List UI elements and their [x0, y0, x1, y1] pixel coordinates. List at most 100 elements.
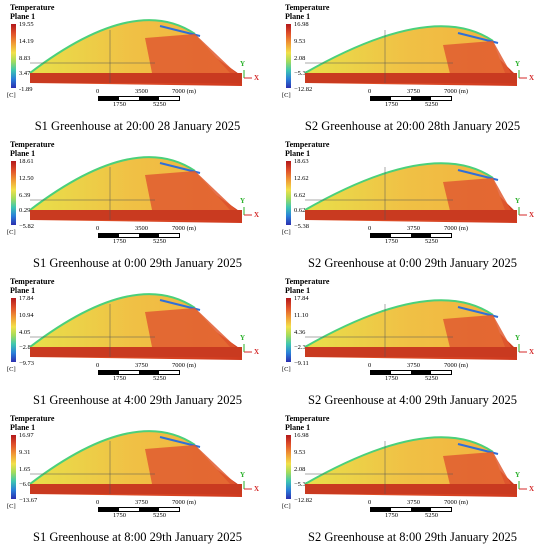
axis-y-label: Y — [240, 334, 246, 342]
color-bar — [11, 161, 16, 225]
ground-section — [30, 210, 242, 220]
scale-label: 0 — [368, 499, 372, 506]
colorbar-tick-label: 14.19 — [19, 38, 34, 45]
color-bar — [286, 435, 291, 499]
scale-bar — [98, 507, 180, 512]
colorbar-tick-label: 12.62 — [294, 175, 309, 182]
scale-bar — [370, 507, 452, 512]
color-bar — [286, 161, 291, 225]
simulation-panel: Temperature Plane 1 19.55 14.19 8.83 3.4… — [0, 0, 275, 137]
colorbar-tick-label: −5.37 — [294, 70, 310, 77]
colorbar-tick-label: 9.31 — [19, 449, 31, 456]
roof-film — [29, 156, 196, 211]
scale-label: 1750 — [113, 375, 126, 382]
unit-label: [C] — [7, 92, 16, 99]
scale-label: 0 — [96, 225, 100, 232]
colorbar-tick-label: −13.67 — [19, 497, 38, 504]
scale-bar — [98, 370, 180, 375]
scale-label: 3750 — [407, 88, 420, 95]
axis-x-label: X — [254, 211, 260, 219]
colorbar-tick-label: 18.61 — [19, 158, 34, 165]
scale-label: 3750 — [407, 225, 420, 232]
scale-label: 1750 — [113, 101, 126, 108]
colorbar-tick-label: 16.98 — [294, 21, 309, 28]
ground-section — [305, 347, 517, 357]
unit-label: [C] — [282, 503, 291, 510]
north-wall — [443, 178, 511, 215]
colorbar-tick-label: −12.82 — [294, 86, 313, 93]
scale-label: 7000 (m) — [444, 499, 469, 506]
colorbar-tick-label: −5.38 — [294, 223, 310, 230]
panel-caption: S1 Greenhouse at 8:00 29th January 2025 — [33, 530, 242, 544]
axis-y-label: Y — [240, 471, 246, 479]
unit-label: [C] — [7, 503, 16, 510]
greenhouse-model — [29, 293, 252, 360]
axis-y-label: Y — [240, 197, 246, 205]
unit-label: [C] — [7, 366, 16, 373]
scale-label: 1750 — [113, 512, 126, 519]
panel-caption: S2 Greenhouse at 4:00 29th January 2025 — [308, 393, 517, 407]
axis-y-label: Y — [515, 334, 521, 342]
scale-label: 5250 — [153, 101, 166, 108]
scale-label: 5250 — [425, 512, 438, 519]
ground-section — [305, 484, 517, 494]
ground-section — [305, 73, 517, 83]
scale-label: 0 — [96, 362, 100, 369]
unit-label: [C] — [7, 229, 16, 236]
axis-x-label: X — [254, 348, 260, 356]
colorbar-tick-label: 9.53 — [294, 449, 306, 456]
colorbar-tick-label: 16.97 — [19, 432, 34, 439]
unit-label: [C] — [282, 366, 291, 373]
colorbar-tick-label: −2.38 — [294, 344, 310, 351]
roof-film — [304, 436, 494, 485]
axis-y-label: Y — [515, 197, 521, 205]
colorbar-tick-label: 16.98 — [294, 432, 309, 439]
colorbar-tick-label: −9.73 — [19, 360, 35, 367]
axis-x-label: X — [529, 485, 535, 493]
axis-y-label: Y — [515, 60, 521, 68]
scale-label: 3750 — [135, 362, 148, 369]
colorbar-tick-label: 4.05 — [19, 329, 31, 336]
roof-film — [29, 293, 196, 348]
scale-bar — [370, 96, 452, 101]
scale-label: 0 — [96, 499, 100, 506]
simulation-panel: Temperature Plane 1 17.84 10.94 4.05 −2.… — [0, 274, 275, 411]
simulation-panel: Temperature Plane 1 18.63 12.62 6.62 0.6… — [275, 137, 550, 274]
scale-label: 7000 (m) — [444, 225, 469, 232]
scale-label: 0 — [368, 88, 372, 95]
scale-label: 1750 — [385, 512, 398, 519]
color-bar — [286, 298, 291, 362]
colorbar-tick-label: 18.63 — [294, 158, 309, 165]
panel-caption: S2 Greenhouse at 0:00 29th January 2025 — [308, 256, 517, 270]
ground-section — [30, 347, 242, 357]
roof-film — [29, 19, 196, 74]
ground-section — [30, 73, 242, 83]
simulation-panel: Temperature Plane 1 16.98 9.53 2.08 −5.3… — [275, 411, 550, 548]
panel-caption: S1 Greenhouse at 0:00 29th January 2025 — [33, 256, 242, 270]
scale-label: 0 — [368, 362, 372, 369]
scale-label: 7000 (m) — [172, 88, 197, 95]
legend-title: Temperature Plane 1 — [10, 3, 55, 21]
scale-label: 5250 — [153, 375, 166, 382]
legend-title: Temperature Plane 1 — [10, 140, 55, 158]
scale-label: 1750 — [113, 238, 126, 245]
colorbar-tick-label: 6.39 — [19, 192, 31, 199]
colorbar-tick-label: −12.82 — [294, 497, 313, 504]
scale-label: 3500 — [135, 88, 148, 95]
colorbar-tick-label: −5.37 — [294, 481, 310, 488]
colorbar-tick-label: 3.47 — [19, 70, 31, 77]
color-bar — [11, 435, 16, 499]
colorbar-tick-label: 10.94 — [19, 312, 34, 319]
scale-label: 7000 (m) — [172, 499, 197, 506]
scale-label: 5250 — [153, 238, 166, 245]
roof-film — [29, 430, 196, 485]
colorbar-tick-label: 2.08 — [294, 55, 306, 62]
colorbar-tick-label: 17.84 — [19, 295, 34, 302]
colorbar-tick-label: 19.55 — [19, 21, 34, 28]
simulation-panel: Temperature Plane 1 17.84 11.10 4.36 −2.… — [275, 274, 550, 411]
scale-bar — [370, 370, 452, 375]
greenhouse-model — [29, 430, 252, 497]
ground-section — [305, 210, 517, 220]
greenhouse-model — [304, 25, 527, 86]
legend-title: Temperature Plane 1 — [10, 414, 55, 432]
